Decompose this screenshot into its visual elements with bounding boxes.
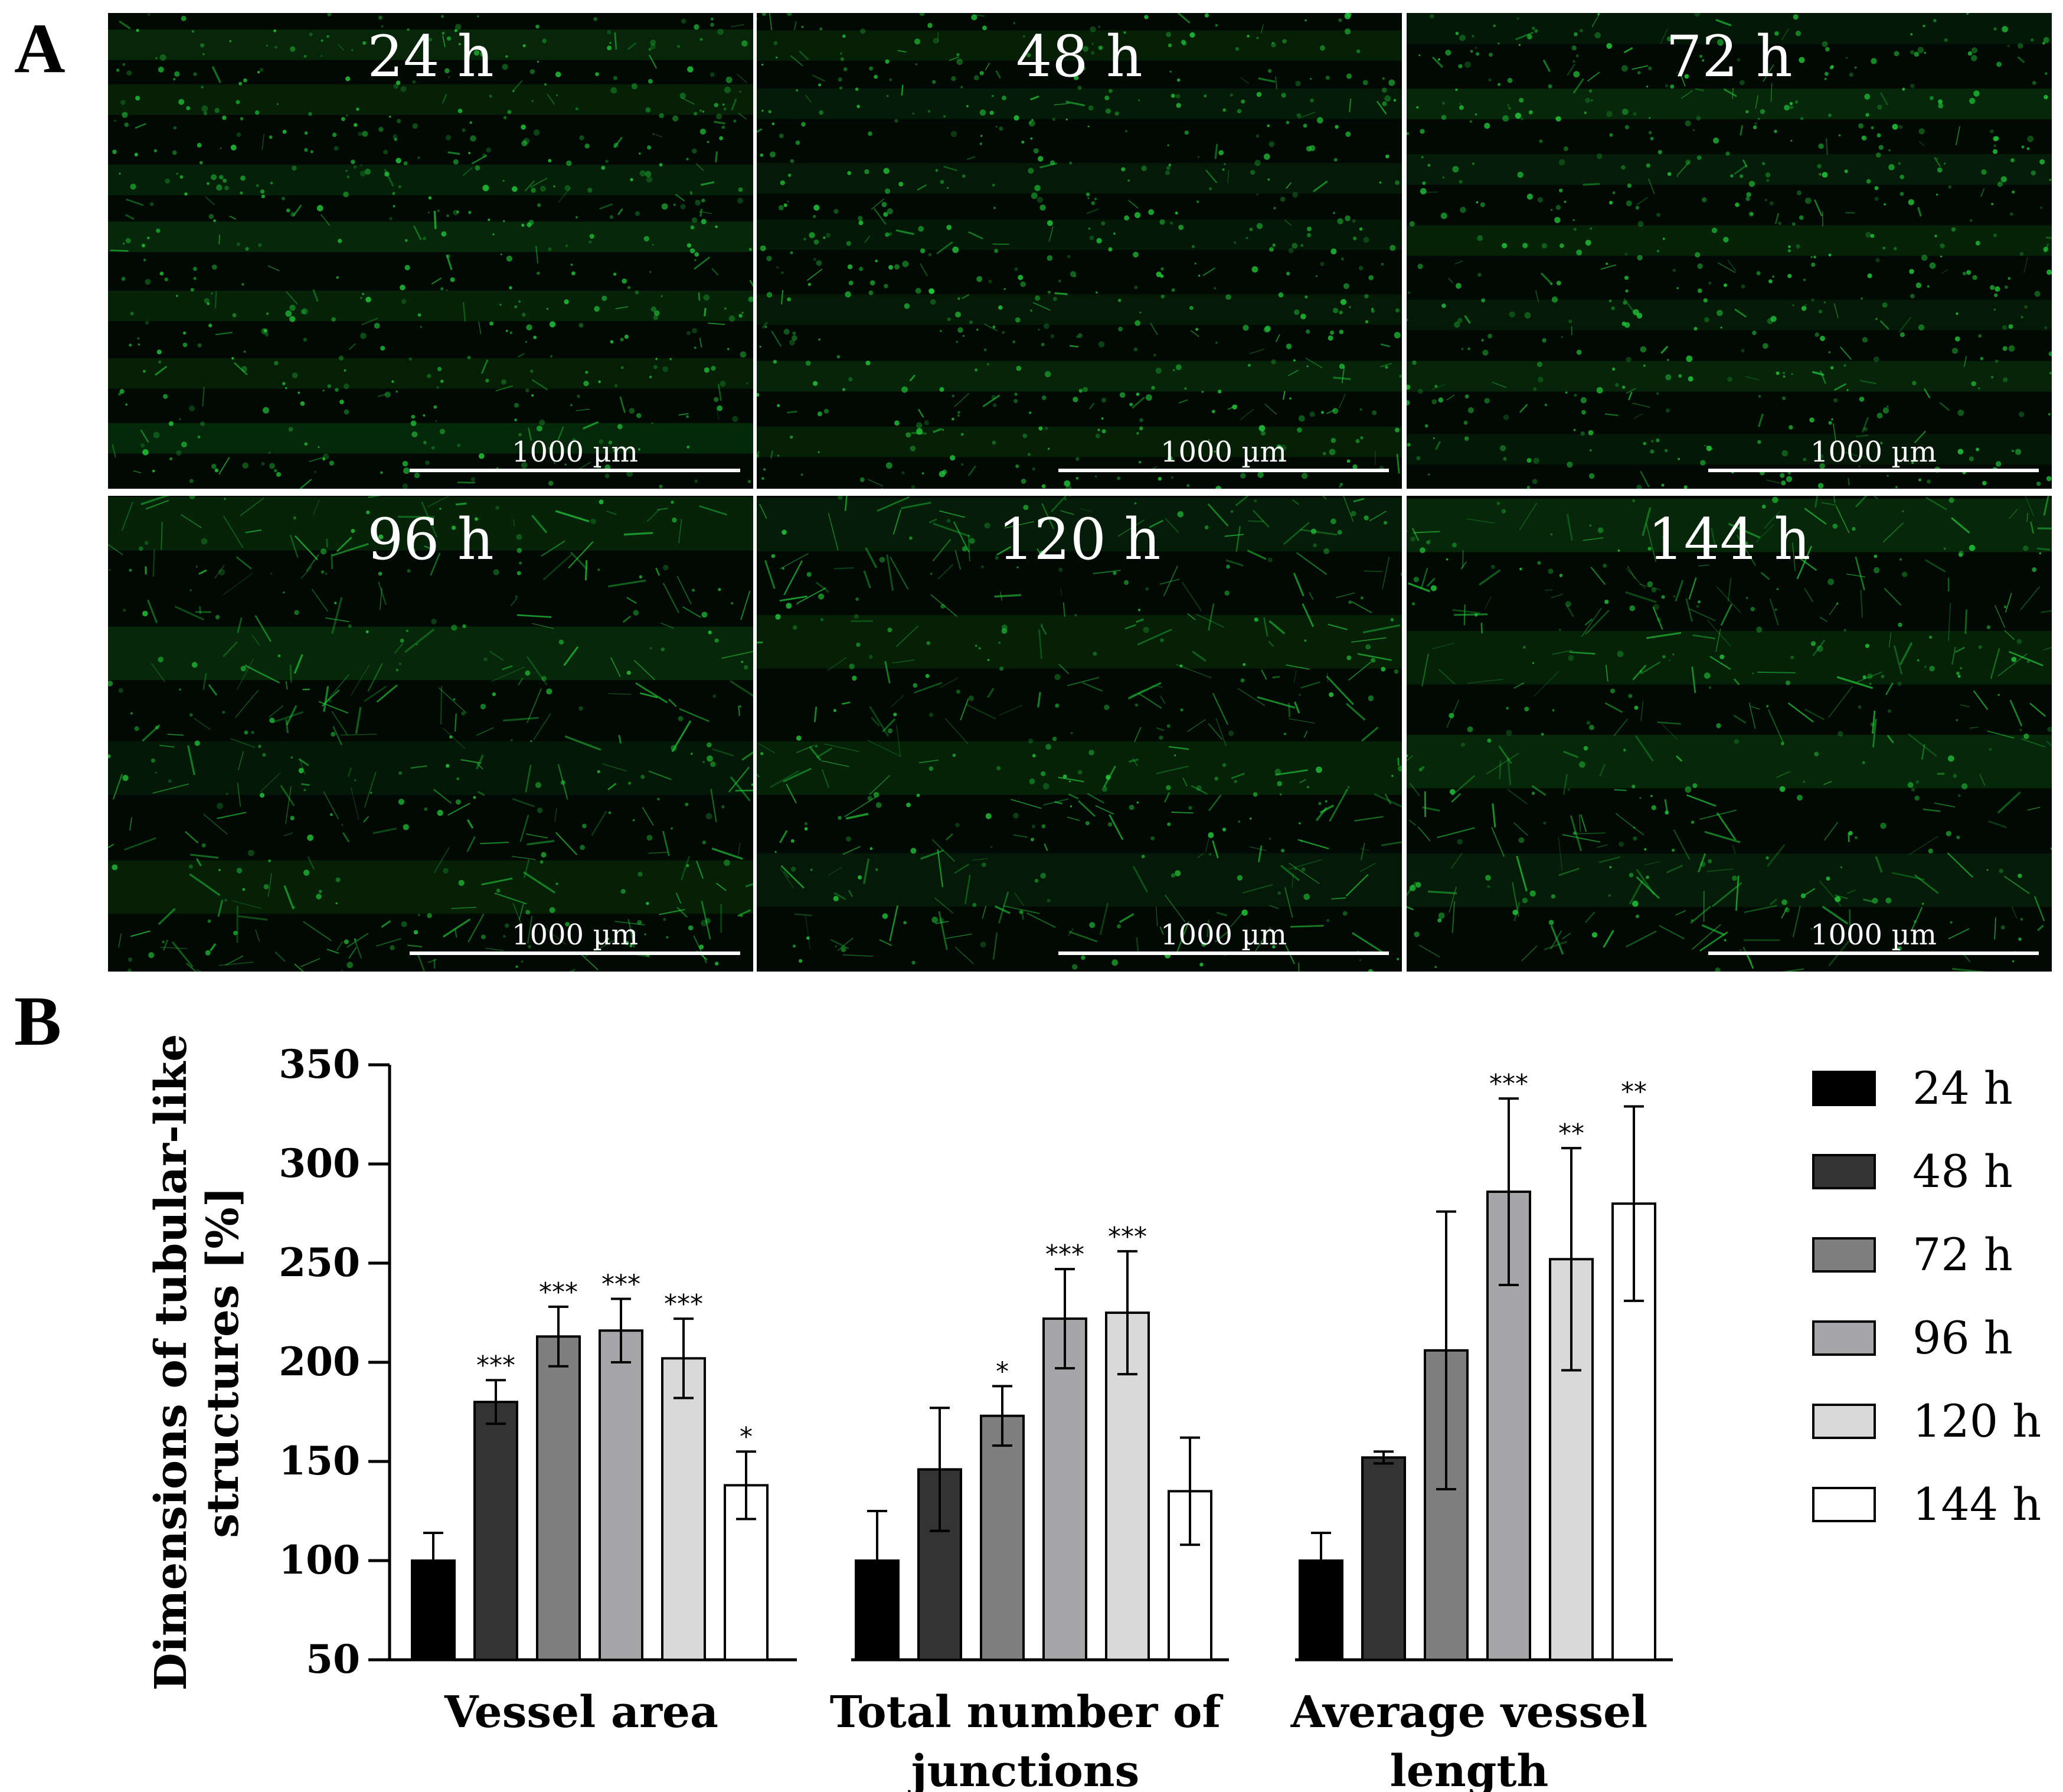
scale-bar-label: 1000 µm <box>1160 918 1287 951</box>
scale-bar <box>1058 951 1389 955</box>
scale-bar <box>410 469 740 472</box>
bar <box>917 1468 962 1661</box>
y-tick-label: 350 <box>279 1041 360 1087</box>
legend-label: 96 h <box>1912 1312 2013 1364</box>
significance-label: *** <box>1045 1240 1084 1270</box>
significance-label: *** <box>1108 1222 1147 1252</box>
significance-label: *** <box>1489 1069 1528 1099</box>
category-label-line: Average vessel <box>1290 1687 1648 1738</box>
micrograph-texture <box>1407 496 2052 972</box>
legend-label: 144 h <box>1912 1478 2041 1531</box>
micrograph-texture <box>757 13 1402 489</box>
legend-label: 48 h <box>1912 1145 2013 1198</box>
scale-bar-label: 1000 µm <box>1810 436 1937 469</box>
significance-label: *** <box>664 1289 703 1319</box>
category-label: Vessel area <box>444 1687 718 1738</box>
micrograph-time-label: 24 h <box>367 24 494 90</box>
legend-swatch <box>1812 1404 1876 1439</box>
micrograph-time-label: 144 h <box>1647 506 1811 573</box>
y-tick-label: 100 <box>279 1537 360 1583</box>
micrograph-120h: 120 h 1000 µm <box>757 496 1402 972</box>
scale-bar-label: 1000 µm <box>1810 918 1937 951</box>
legend-swatch <box>1812 1487 1876 1522</box>
scale-bar <box>410 951 740 955</box>
significance-label: ** <box>1621 1077 1647 1107</box>
micrograph-72h: 72 h 1000 µm <box>1407 13 2052 489</box>
micrograph-48h: 48 h 1000 µm <box>757 13 1402 489</box>
significance-label: *** <box>539 1277 578 1307</box>
y-tick-label: 150 <box>279 1438 360 1484</box>
micrograph-96h: 96 h 1000 µm <box>108 496 753 972</box>
significance-label: ** <box>1558 1119 1584 1149</box>
panel-label-b: B <box>14 982 62 1060</box>
legend-label: 120 h <box>1912 1395 2041 1447</box>
bar <box>1361 1456 1406 1662</box>
scale-bar <box>1708 469 2039 472</box>
y-axis-label-line: Dimensions of tubular-like <box>146 1034 197 1691</box>
bar <box>980 1414 1025 1661</box>
y-tick-label: 250 <box>279 1240 360 1286</box>
bar <box>661 1357 706 1662</box>
bar <box>473 1401 518 1661</box>
micrograph-24h: 24 h 1000 µm <box>108 13 753 489</box>
scale-bar-label: 1000 µm <box>1160 436 1287 469</box>
legend-swatch <box>1812 1237 1876 1273</box>
significance-label: * <box>996 1356 1009 1386</box>
y-tick-label: 200 <box>279 1339 360 1385</box>
significance-label: *** <box>601 1269 640 1299</box>
micrograph-texture <box>757 496 1402 972</box>
scale-bar-label: 1000 µm <box>511 436 639 469</box>
legend-label: 72 h <box>1912 1228 2013 1281</box>
legend-swatch <box>1812 1071 1876 1106</box>
micrograph-time-label: 96 h <box>367 506 494 573</box>
legend-label: 24 h <box>1912 1062 2013 1114</box>
category-label-line: length <box>1390 1746 1549 1792</box>
scale-bar <box>1058 469 1389 472</box>
legend-swatch <box>1812 1154 1876 1189</box>
y-axis-label-line: structures [%] <box>198 1186 249 1538</box>
panel-label-a: A <box>14 9 66 87</box>
micrograph-144h: 144 h 1000 µm <box>1407 496 2052 972</box>
micrograph-texture <box>108 13 753 489</box>
significance-label: *** <box>476 1350 515 1381</box>
micrograph-time-label: 120 h <box>998 506 1161 573</box>
micrograph-texture <box>108 496 753 972</box>
y-tick-label: 50 <box>306 1636 360 1682</box>
category-label: Average vessel length <box>1290 1687 1648 1792</box>
category-label-line: junctions <box>908 1746 1140 1792</box>
y-tick-label: 300 <box>279 1140 360 1186</box>
scale-bar-label: 1000 µm <box>511 918 639 951</box>
micrograph-time-label: 48 h <box>1016 24 1143 90</box>
micrograph-texture <box>1407 13 2052 489</box>
category-label-line: Total number of <box>830 1687 1224 1738</box>
micrograph-time-label: 72 h <box>1666 24 1793 90</box>
bar <box>599 1329 643 1661</box>
significance-label: * <box>740 1422 753 1452</box>
bar <box>1042 1317 1087 1661</box>
bar <box>536 1335 581 1661</box>
y-axis-label: Dimensions of tubular-likestructures [%] <box>146 1034 249 1691</box>
category-label-line: Vessel area <box>444 1687 718 1738</box>
scale-bar <box>1708 951 2039 955</box>
bar-chart: 50 100 150 200 250 300 350 Dimensions of tubula… <box>146 1034 2041 1792</box>
legend-swatch <box>1812 1320 1876 1356</box>
category-label: Total number of junctions <box>830 1687 1224 1792</box>
